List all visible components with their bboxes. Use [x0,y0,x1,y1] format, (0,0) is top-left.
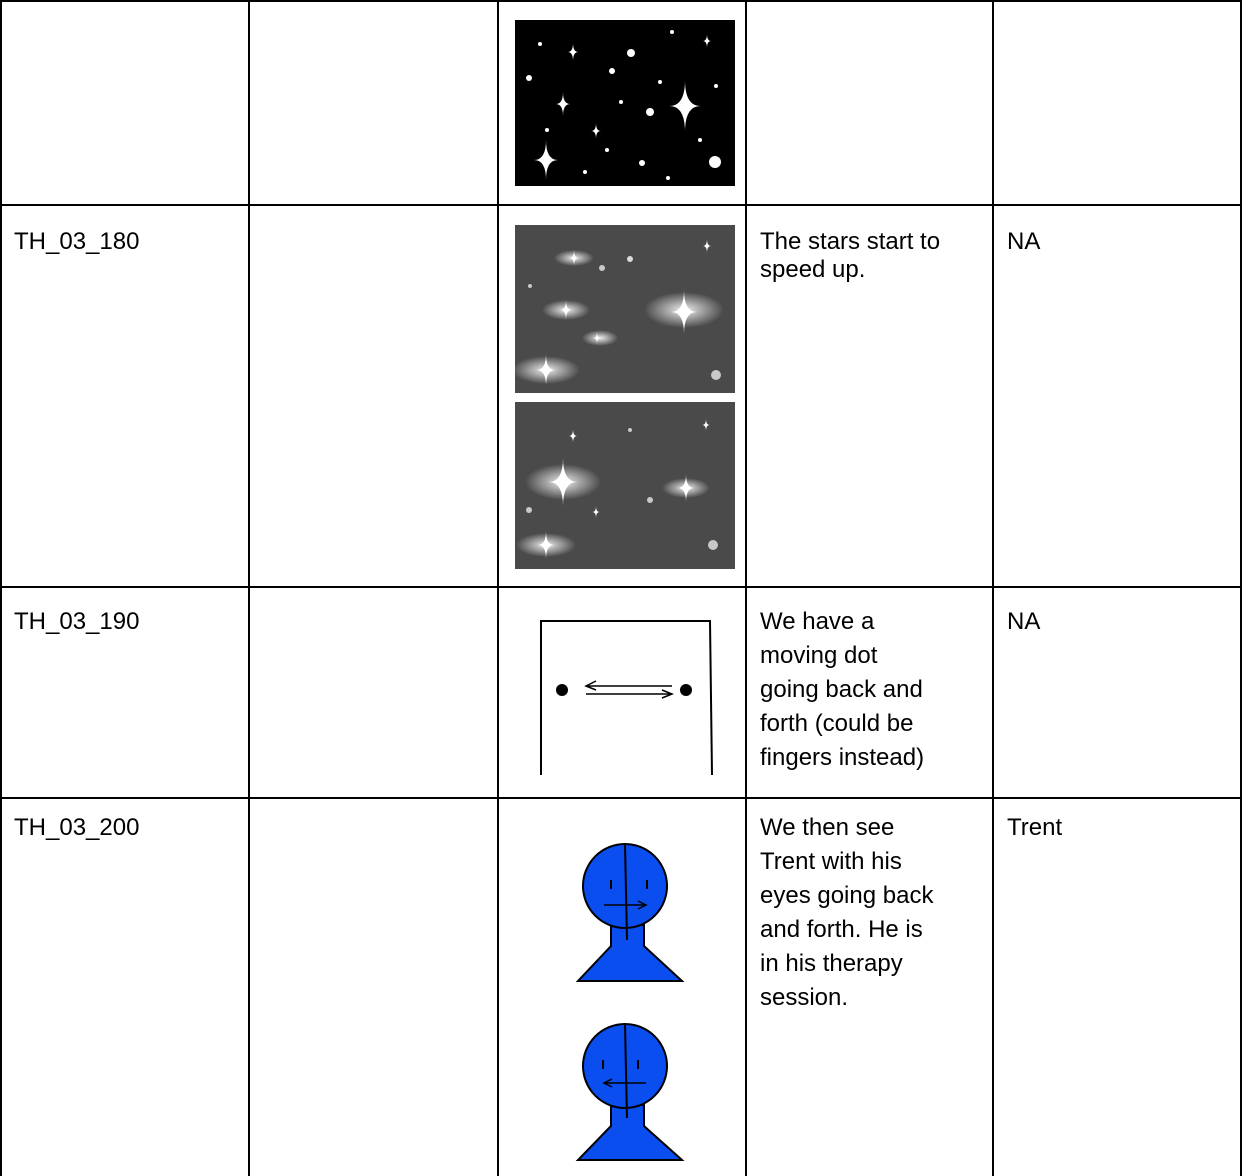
shot-id: TH_03_180 [14,228,140,255]
starfield-image [515,20,735,186]
character-text: NA [1007,228,1041,255]
action-text: We then see Trent with his eyes going ba… [760,814,934,1011]
blurred-starfield-image [512,225,735,569]
action-text: The stars start to speed up. [760,228,941,283]
moving-dot-sketch [540,620,713,776]
character-text: NA [1007,608,1041,635]
character-sketch [575,843,685,1161]
shot-id: TH_03_190 [14,608,140,635]
character-text: Trent [1007,814,1063,841]
action-text: We have a moving dot going back and fort… [760,608,925,771]
shot-id: TH_03_200 [14,814,140,841]
